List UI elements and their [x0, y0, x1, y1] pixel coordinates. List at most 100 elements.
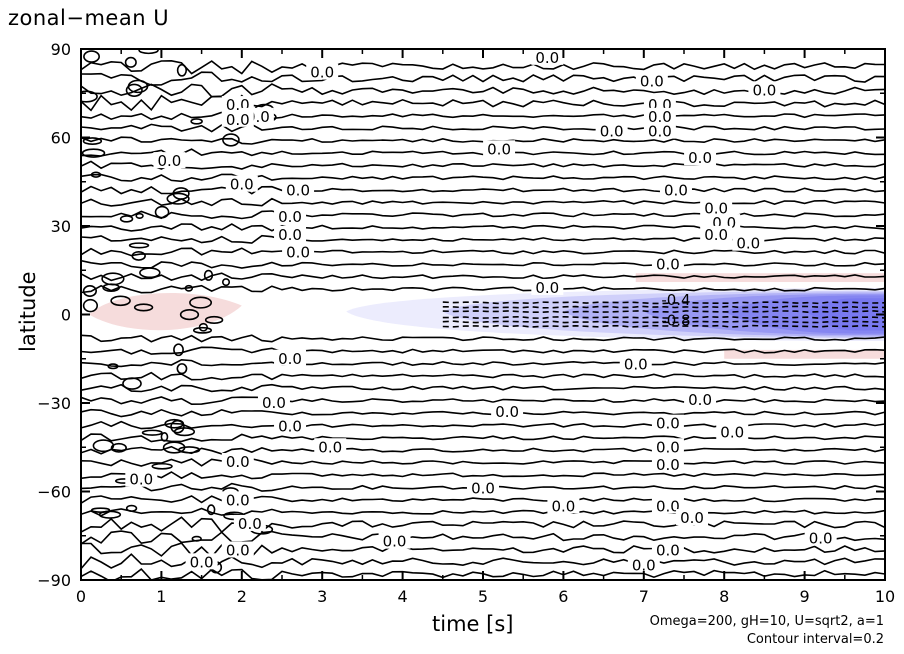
contour-label: 0.0	[535, 49, 559, 67]
contour-label: 0.0	[226, 542, 250, 560]
contour-blob	[203, 269, 214, 281]
x-tick-label: 0	[76, 587, 86, 606]
contour-line	[81, 346, 885, 355]
contour-label-bg	[531, 278, 564, 295]
x-axis-label: time [s]	[432, 612, 514, 636]
contour-label: 0.0	[656, 456, 680, 474]
contour-label-bg	[748, 81, 781, 98]
contour-line	[81, 185, 885, 195]
contour-label-bg	[467, 479, 499, 496]
contour-lines	[81, 49, 885, 580]
contour-blob	[125, 504, 138, 512]
x-tick-label: 6	[558, 587, 568, 606]
contour-label: 0.0	[551, 497, 575, 515]
contour-blob	[81, 90, 98, 103]
contour-label: 0.0	[226, 111, 250, 129]
negative-contour-line	[442, 309, 885, 314]
contour-label-bg	[700, 199, 733, 216]
contour-blob	[141, 429, 163, 436]
contour-line	[81, 408, 885, 418]
contour-label: 0.0	[656, 415, 680, 433]
contour-label: 0.0	[656, 542, 680, 560]
contour-blob	[133, 303, 154, 312]
contour-blob	[176, 363, 188, 375]
contour-label: 0.0	[226, 453, 250, 471]
y-tick-label: −30	[37, 394, 71, 413]
negative-contour-line	[442, 305, 885, 309]
contour-label-bg	[651, 497, 684, 514]
contour-label: 0.0	[648, 123, 672, 141]
contour-blob	[101, 272, 125, 286]
contour-line	[81, 445, 885, 455]
contour-line	[81, 173, 885, 183]
contour-blob	[90, 507, 111, 513]
contour-blob	[160, 432, 169, 442]
contour-blob	[179, 309, 200, 321]
contour-line	[81, 210, 885, 220]
contour-blob	[173, 427, 196, 437]
contour-line	[81, 516, 885, 534]
contour-line	[81, 111, 885, 121]
negative-region-layer	[346, 287, 885, 342]
chart-title: zonal−mean U	[8, 6, 170, 30]
contour-label: 0.0	[704, 199, 728, 217]
contour-label-bg	[619, 355, 652, 372]
contour-blob	[151, 462, 173, 470]
contour-line	[81, 234, 885, 244]
contour-label-bg	[185, 553, 218, 570]
contour-label: 0.0	[688, 149, 712, 167]
contour-label-bg	[314, 438, 347, 455]
contour-label: 0.0	[704, 226, 728, 244]
x-tick-label: 9	[800, 587, 810, 606]
contour-line	[81, 223, 885, 232]
contour-label-bg	[221, 110, 254, 127]
x-tick-label: 8	[719, 587, 729, 606]
contour-label: 0.0	[656, 255, 680, 273]
contour-label-bg	[225, 175, 258, 192]
contour-label-bg	[306, 63, 339, 80]
contour-line	[81, 160, 885, 170]
contour-label: 0.0	[600, 123, 624, 141]
contour-blob	[162, 441, 186, 454]
contour-label: 0.0	[809, 530, 833, 548]
y-tick-label: 0	[61, 306, 71, 325]
contour-line	[81, 471, 885, 480]
contour-label-bg	[651, 414, 684, 431]
contour-label-bg	[274, 208, 307, 225]
contour-blob	[127, 79, 149, 94]
contour-label-bg	[651, 541, 684, 558]
contour-line	[81, 197, 885, 207]
contour-line	[81, 59, 885, 75]
contour-label-bg	[804, 529, 837, 546]
contour-label-bg	[684, 391, 717, 408]
contour-blob	[90, 171, 102, 178]
contour-label: 0.0	[278, 226, 302, 244]
contour-label: 0.0	[262, 394, 286, 412]
contour-line	[81, 247, 885, 257]
contour-line	[81, 358, 885, 368]
contour-line	[81, 334, 885, 343]
y-tick-label: 60	[51, 129, 71, 148]
contour-blob	[164, 418, 185, 429]
contour-line	[81, 148, 885, 157]
contour-line	[81, 433, 885, 443]
contour-line	[81, 123, 885, 133]
contour-blob	[135, 212, 144, 219]
fill-layer	[89, 273, 885, 359]
contour-label: 0.0	[487, 140, 511, 158]
contour-blob	[221, 278, 231, 287]
contour-label: 0.0	[471, 480, 495, 498]
contour-label: 0.0	[648, 108, 672, 126]
contour-label: 0.0	[278, 350, 302, 368]
contour-label-bg	[659, 181, 692, 198]
y-tick-label: 90	[51, 40, 71, 59]
contour-blob	[122, 377, 142, 390]
contour-label: 0.0	[720, 424, 744, 442]
contour-label: 0.0	[226, 491, 250, 509]
contour-label-bg	[651, 438, 684, 455]
contour-label: 0.0	[632, 556, 656, 574]
contour-line	[81, 136, 885, 145]
contour-blob	[81, 148, 106, 158]
contour-blob	[154, 205, 170, 219]
contour-blob	[139, 267, 161, 279]
